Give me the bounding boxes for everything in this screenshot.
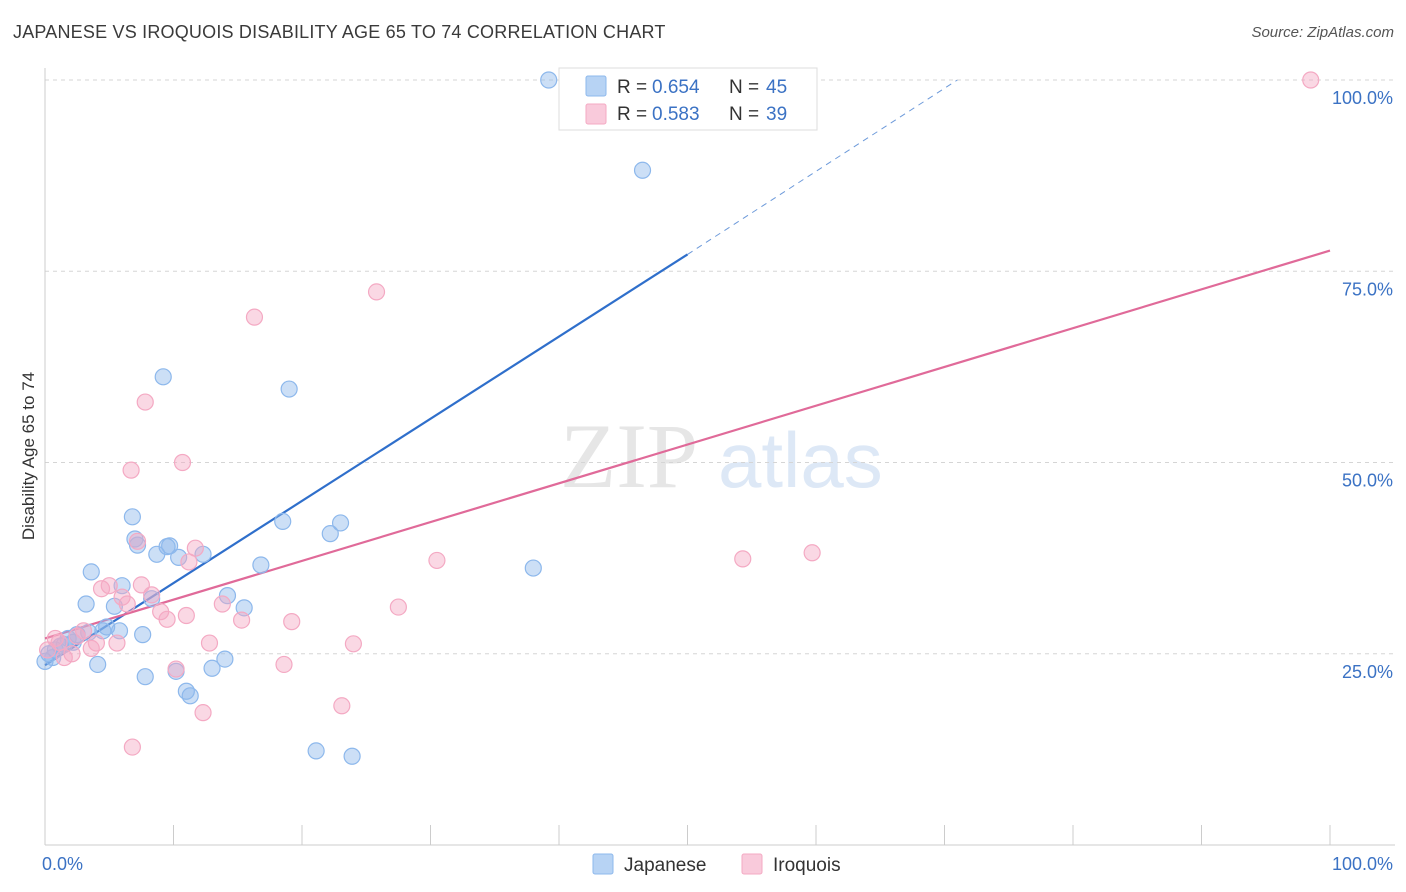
legend-r-value-japanese: 0.654 [652, 77, 700, 98]
legend-r-label-iroquois: R = [617, 104, 647, 125]
point-japanese-21 [134, 626, 152, 644]
point-japanese-12 [89, 655, 107, 674]
point-japanese-27 [161, 537, 179, 555]
point-iroquois-34 [333, 697, 351, 715]
y-tick-labels: 25.0% 50.0% 75.0% 100.0% [1332, 88, 1393, 682]
point-japanese-39 [280, 380, 298, 398]
series-legend: Japanese Iroquois [592, 853, 841, 876]
x-tick-labels: 0.0% 100.0% [42, 854, 1393, 874]
data-points [36, 71, 1320, 765]
point-iroquois-2 [50, 633, 68, 651]
point-iroquois-14 [122, 461, 140, 479]
point-iroquois-37 [389, 598, 407, 616]
point-iroquois-10 [100, 577, 118, 595]
bottom-legend-swatch-japanese [592, 853, 614, 875]
point-japanese-22 [136, 668, 154, 686]
y-tick-label-1: 50.0% [1342, 471, 1393, 491]
legend-n-label-japanese: N = [729, 77, 759, 98]
watermark-atlas: atlas [718, 416, 883, 504]
legend-n-value-japanese: 45 [766, 77, 787, 98]
point-japanese-18 [123, 508, 141, 526]
trend-lines [44, 79, 1331, 667]
point-japanese-40 [307, 742, 325, 760]
y-axis-title: Disability Age 65 to 74 [19, 372, 38, 540]
y-tick-label-0: 25.0% [1342, 662, 1393, 682]
point-japanese-34 [216, 650, 234, 668]
point-japanese-41 [321, 525, 339, 543]
point-japanese-45 [540, 71, 558, 89]
point-iroquois-28 [200, 634, 219, 652]
watermark: ZIP atlas [560, 405, 883, 507]
point-iroquois-35 [344, 635, 362, 653]
point-iroquois-40 [803, 544, 821, 562]
legend-swatch-japanese [585, 75, 607, 97]
point-japanese-31 [181, 687, 199, 705]
point-iroquois-18 [136, 393, 154, 411]
point-iroquois-27 [194, 704, 212, 722]
x-tick-label-0: 0.0% [42, 854, 83, 874]
point-japanese-25 [154, 368, 172, 386]
point-iroquois-31 [245, 308, 264, 326]
watermark-zip: ZIP [560, 405, 698, 507]
point-iroquois-16 [128, 532, 147, 550]
bottom-legend-label-iroquois: Iroquois [773, 855, 841, 876]
point-iroquois-19 [143, 586, 161, 604]
point-iroquois-8 [87, 634, 106, 652]
trend-line-iroquois [44, 249, 1331, 640]
point-iroquois-26 [186, 539, 204, 557]
source-label: Source: ZipAtlas.com [1251, 24, 1394, 41]
point-iroquois-3 [55, 648, 73, 667]
point-japanese-20 [128, 536, 147, 554]
point-iroquois-15 [123, 738, 141, 756]
point-iroquois-25 [180, 553, 198, 571]
axes [44, 68, 1395, 846]
point-iroquois-38 [428, 551, 446, 570]
point-iroquois-11 [108, 634, 126, 652]
correlation-legend: R = 0.654 N = 45 R = 0.583 N = 39 [558, 67, 818, 131]
point-iroquois-30 [233, 611, 251, 629]
point-iroquois-21 [158, 610, 176, 628]
trend-line-extension-japanese [687, 79, 958, 255]
bottom-legend-label-japanese: Japanese [624, 855, 706, 876]
point-iroquois-32 [275, 655, 293, 674]
y-tick-label-3: 100.0% [1332, 88, 1393, 108]
point-iroquois-13 [118, 595, 136, 613]
point-iroquois-23 [173, 453, 192, 472]
legend-r-value-iroquois: 0.583 [652, 104, 700, 125]
point-iroquois-33 [283, 613, 301, 631]
legend-r-label-japanese: R = [617, 77, 647, 98]
point-iroquois-39 [734, 550, 752, 568]
point-iroquois-24 [177, 606, 195, 625]
legend-n-label-iroquois: N = [729, 104, 759, 125]
point-japanese-23 [143, 590, 161, 608]
bottom-legend-swatch-iroquois [741, 853, 763, 875]
chart-title: JAPANESE VS IROQUOIS DISABILITY AGE 65 T… [13, 22, 666, 42]
x-tick-label-1: 100.0% [1332, 854, 1393, 874]
point-iroquois-36 [367, 283, 386, 301]
point-iroquois-41 [1302, 71, 1320, 89]
point-iroquois-22 [167, 660, 185, 678]
point-japanese-9 [77, 595, 95, 613]
point-japanese-42 [331, 514, 350, 532]
point-japanese-46 [633, 161, 652, 179]
point-iroquois-17 [132, 576, 150, 594]
gridlines [45, 79, 1395, 655]
point-iroquois-4 [63, 645, 81, 663]
point-japanese-44 [524, 559, 542, 577]
point-japanese-10 [82, 563, 100, 581]
point-japanese-43 [343, 747, 361, 765]
legend-n-value-iroquois: 39 [766, 104, 787, 125]
point-iroquois-6 [74, 622, 93, 640]
point-japanese-35 [252, 556, 270, 574]
legend-swatch-iroquois [585, 103, 607, 125]
point-japanese-38 [274, 512, 292, 531]
trend-line-japanese [44, 253, 689, 667]
point-japanese-33 [203, 659, 221, 677]
point-japanese-36 [218, 587, 237, 605]
y-tick-label-2: 75.0% [1342, 279, 1393, 299]
point-iroquois-29 [213, 595, 231, 613]
point-japanese-29 [170, 548, 188, 566]
